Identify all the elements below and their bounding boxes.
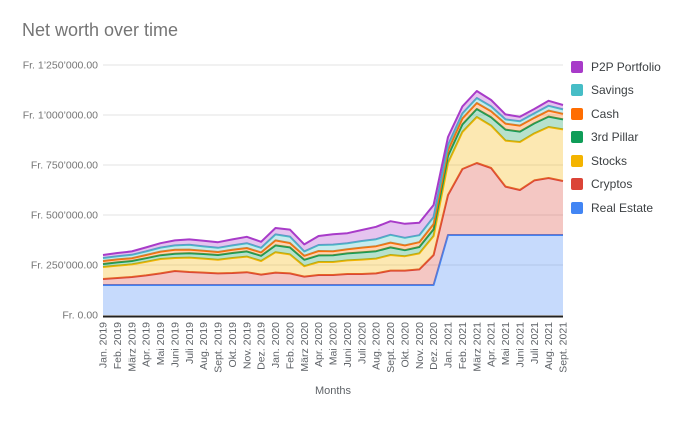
y-tick-label: Fr. 750’000.00: [31, 160, 98, 172]
legend-swatch: [571, 60, 583, 73]
y-tick-label: Fr. 1’250’000.00: [23, 60, 98, 72]
x-tick-label: Juli 2021: [529, 322, 541, 364]
area-real-estate: [103, 235, 563, 315]
x-tick-label: März 2021: [471, 322, 483, 372]
legend-item-cryptos: Cryptos: [571, 177, 661, 192]
legend-item-3rd-pillar: 3rd Pillar: [571, 130, 661, 145]
line-cryptos: [102, 162, 564, 280]
line-real-estate: [103, 234, 563, 286]
x-tick-label: März 2020: [299, 322, 311, 372]
x-tick-label: Sept. 2019: [213, 322, 225, 373]
legend-swatch: [571, 107, 583, 120]
x-tick-label: Juli 2019: [184, 322, 196, 364]
legend-item-stocks: Stocks: [571, 153, 661, 168]
x-tick-label: Juni 2021: [514, 322, 526, 368]
line-savings: [102, 97, 564, 259]
x-tick-label: Nov. 2019: [241, 322, 253, 369]
x-tick-label: Aug. 2021: [543, 322, 555, 370]
legend-item-real-estate: Real Estate: [571, 200, 661, 215]
legend-swatch: [571, 201, 583, 214]
x-tick-label: Feb. 2021: [457, 322, 469, 369]
x-tick-label: Apr. 2021: [486, 322, 498, 367]
x-tick-label: Juli 2020: [356, 322, 368, 364]
legend-swatch: [571, 178, 583, 190]
x-tick-label: Mai 2021: [500, 322, 512, 365]
line-stocks: [102, 116, 564, 268]
x-tick-label: Apr. 2019: [141, 322, 153, 367]
y-tick-label: Fr. 0.00: [62, 310, 98, 322]
x-tick-label: Mai 2019: [155, 322, 167, 365]
x-tick-label: Mai 2020: [328, 322, 340, 365]
x-tick-label: Dez. 2020: [428, 322, 440, 370]
x-tick-label: Juni 2019: [169, 322, 181, 368]
legend-label: Savings: [591, 83, 634, 97]
x-tick-label: Juni 2020: [342, 322, 354, 368]
line-3rd-pillar: [102, 108, 564, 265]
legend-label: 3rd Pillar: [591, 130, 639, 144]
legend-label: Stocks: [591, 153, 628, 168]
chart-legend: P2P Portfolio Savings Cash 3rd Pillar Stocks…: [571, 59, 661, 224]
legend-swatch: [571, 154, 583, 167]
x-tick-label: Jan. 2021: [443, 322, 455, 368]
chart-title: Net worth over time: [22, 20, 179, 40]
area-cryptos: [103, 163, 563, 285]
legend-label: Real Estate: [591, 200, 654, 215]
x-tick-label: Apr. 2020: [313, 322, 325, 367]
x-axis-title: Months: [314, 385, 352, 397]
area-stocks: [103, 117, 563, 279]
legend-item-cash: Cash: [571, 106, 661, 121]
legend-swatch: [571, 131, 583, 143]
x-tick-label: Dez. 2019: [256, 322, 268, 370]
x-tick-label: März 2019: [126, 322, 138, 372]
x-tick-label: Jan. 2019: [98, 322, 110, 368]
x-tick-label: Sept. 2021: [558, 322, 570, 373]
x-tick-label: Nov. 2020: [414, 322, 426, 369]
legend-label: Cryptos: [591, 177, 633, 191]
line-p2p-portfolio: [102, 90, 564, 256]
x-tick-label: Feb. 2019: [112, 322, 124, 369]
x-tick-label: Jan. 2020: [270, 322, 282, 368]
legend-item-p2p-portfolio: P2P Portfolio: [571, 59, 661, 74]
line-cash: [102, 102, 564, 262]
x-tick-label: Aug. 2020: [371, 322, 383, 370]
x-tick-label: Okt. 2020: [399, 322, 411, 368]
y-tick-label: Fr. 250’000.00: [31, 260, 98, 272]
x-tick-label: Sept. 2020: [385, 322, 397, 373]
y-tick-label: Fr. 1’000’000.00: [23, 110, 98, 122]
y-tick-label: Fr. 500’000.00: [31, 210, 98, 222]
x-tick-label: Okt. 2019: [227, 322, 239, 368]
legend-label: Cash: [591, 106, 620, 121]
legend-item-savings: Savings: [571, 83, 661, 98]
x-tick-label: Aug. 2019: [198, 322, 210, 370]
legend-label: P2P Portfolio: [591, 59, 661, 74]
x-tick-label: Feb. 2020: [284, 322, 296, 369]
legend-swatch: [571, 84, 583, 96]
